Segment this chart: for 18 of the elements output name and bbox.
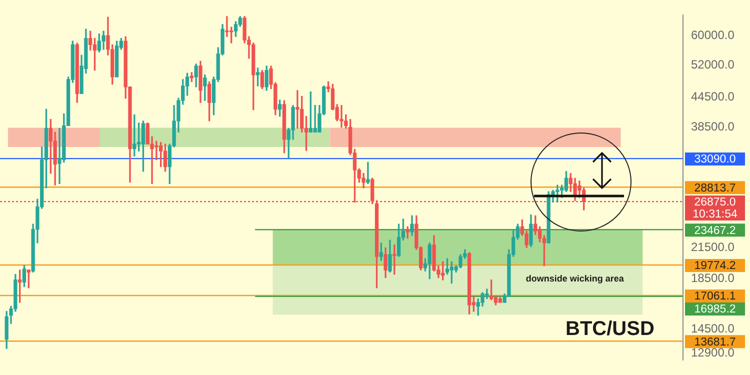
ref-line-label: 23467.2 (694, 224, 736, 237)
ref-line-label: 17061.1 (694, 290, 736, 303)
annotation: downside wicking area (526, 273, 625, 284)
y-tick-label: 38500.0 (691, 120, 735, 134)
ref-line-label: 16985.2 (694, 304, 736, 316)
ref-line-label: 13681.7 (694, 336, 736, 348)
y-tick-label: 52000.0 (691, 57, 735, 72)
y-tick-label: 44500.0 (691, 90, 735, 104)
y-tick-label: 12900.0 (691, 346, 735, 360)
ref-line-label: 33090.0 (694, 154, 736, 166)
y-tick-label: 21500.0 (691, 240, 735, 254)
y-tick-label: 18500.0 (691, 271, 735, 286)
ref-line-label: 19774.2 (694, 260, 736, 272)
ref-line-label: 28813.7 (694, 182, 736, 194)
y-tick-label: 60000.0 (691, 28, 735, 42)
ref-line-label: 26875.0 10:31:54 (692, 196, 738, 221)
annotation: BTC/USD (566, 318, 654, 340)
y-tick-label: 14500.0 (691, 321, 735, 336)
